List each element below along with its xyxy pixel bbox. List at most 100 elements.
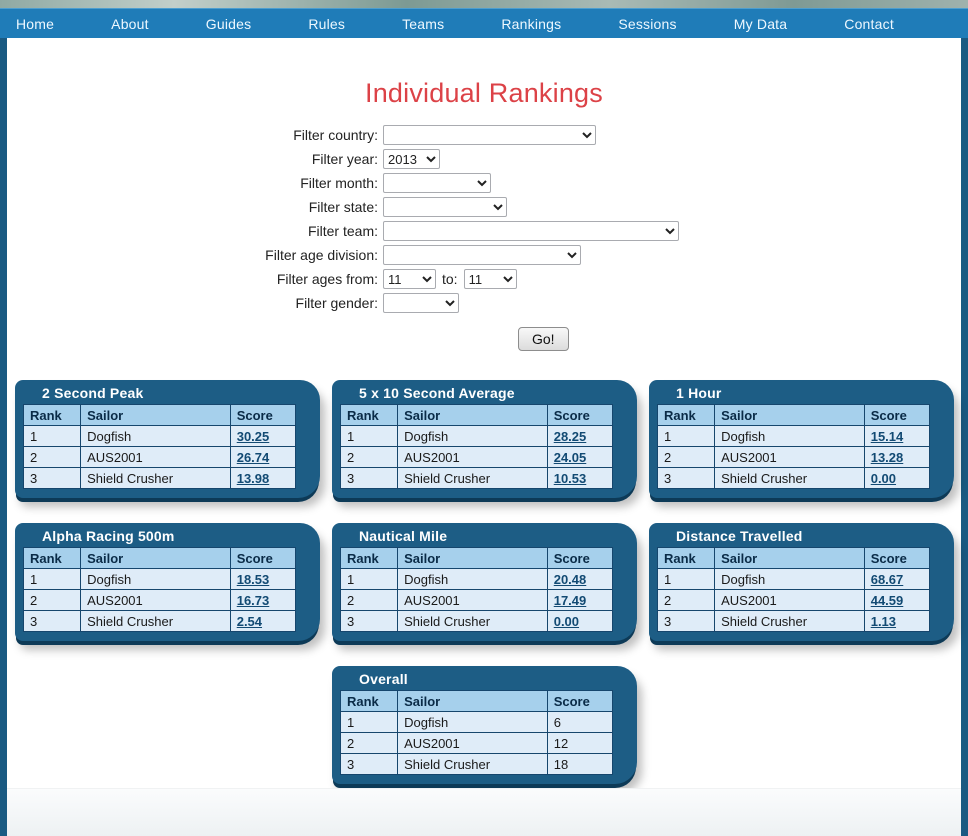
column-header-rank: Rank bbox=[339, 690, 399, 712]
filter-row-month: Filter month: bbox=[7, 171, 961, 195]
filter-row-gender: Filter gender: bbox=[7, 291, 961, 315]
column-header-rank: Rank bbox=[656, 547, 716, 569]
table-row: 1 Dogfish 68.67 bbox=[656, 568, 931, 590]
panel-title: Alpha Racing 500m bbox=[42, 528, 175, 544]
filter-form: Filter country: Filter year: 2013 Filter mo… bbox=[7, 123, 961, 315]
column-header-sailor: Sailor bbox=[397, 690, 548, 712]
filter-row-year: Filter year: 2013 bbox=[7, 147, 961, 171]
page-frame: Individual Rankings Filter country: Filte… bbox=[0, 38, 968, 836]
filter-between-label: to: bbox=[442, 271, 458, 287]
page-title: Individual Rankings bbox=[365, 78, 603, 108]
filter-row-ages: Filter ages from: 11 to: 11 bbox=[7, 267, 961, 291]
score-cell: 2.54 bbox=[229, 610, 297, 632]
panel-title: 5 x 10 Second Average bbox=[359, 385, 515, 401]
sailor-cell: Shield Crusher bbox=[397, 753, 548, 775]
nav-item-sessions[interactable]: Sessions bbox=[618, 15, 677, 32]
go-button[interactable]: Go! bbox=[518, 327, 569, 351]
score-cell: 6 bbox=[546, 711, 614, 733]
nav-item-about[interactable]: About bbox=[111, 15, 149, 32]
sailor-cell: AUS2001 bbox=[714, 446, 865, 468]
filter-label-team: Filter team: bbox=[307, 223, 378, 239]
score-cell: 18 bbox=[546, 753, 614, 775]
score-cell: 12 bbox=[546, 732, 614, 754]
rank-cell: 1 bbox=[656, 568, 716, 590]
filter-select-ages-1[interactable]: 11 bbox=[383, 269, 436, 289]
column-header-sailor: Sailor bbox=[80, 547, 231, 569]
score-link[interactable]: 20.48 bbox=[553, 571, 587, 587]
table-row: 1 Dogfish 6 bbox=[339, 711, 614, 733]
filter-select-ages-2[interactable]: 11 bbox=[463, 269, 517, 289]
nav-item-guides[interactable]: Guides bbox=[205, 15, 252, 32]
score-cell: 68.67 bbox=[863, 568, 931, 590]
nav-item-contact[interactable]: Contact bbox=[844, 15, 894, 32]
score-link[interactable]: 13.28 bbox=[870, 449, 904, 465]
filter-label-gender: Filter gender: bbox=[295, 295, 378, 311]
rank-cell: 3 bbox=[339, 467, 399, 489]
score-link[interactable]: 1.13 bbox=[870, 613, 897, 629]
filter-select-age-division[interactable] bbox=[383, 245, 581, 265]
table-row: 3 Shield Crusher 10.53 bbox=[339, 467, 614, 489]
rank-cell: 3 bbox=[22, 467, 82, 489]
column-header-sailor: Sailor bbox=[397, 547, 548, 569]
nav-item-home[interactable]: Home bbox=[16, 15, 55, 32]
filter-select-month[interactable] bbox=[383, 173, 491, 193]
filter-select-state[interactable] bbox=[383, 197, 507, 217]
column-header-score: Score bbox=[229, 404, 297, 426]
ranking-panel-alpha-racing-500m: Alpha Racing 500m Rank Sailor Score 1 Dogfish… bbox=[15, 523, 320, 641]
panel-title: Nautical Mile bbox=[359, 528, 448, 544]
score-link[interactable]: 26.74 bbox=[236, 449, 270, 465]
nav-item-teams[interactable]: Teams bbox=[402, 15, 445, 32]
score-link[interactable]: 18.53 bbox=[236, 571, 270, 587]
panel-row-3: Overall Rank Sailor Score 1 Dogfish 6 2 AUS2001 1… bbox=[7, 666, 961, 784]
filter-select-year[interactable]: 2013 bbox=[383, 149, 440, 169]
rank-cell: 3 bbox=[22, 610, 82, 632]
score-link[interactable]: 28.25 bbox=[553, 428, 587, 444]
table-row: 3 Shield Crusher 13.98 bbox=[22, 467, 297, 489]
column-header-sailor: Sailor bbox=[80, 404, 231, 426]
score-link[interactable]: 16.73 bbox=[236, 592, 270, 608]
nav-item-rules[interactable]: Rules bbox=[308, 15, 346, 32]
score-link[interactable]: 44.59 bbox=[870, 592, 904, 608]
rank-cell: 2 bbox=[22, 446, 82, 468]
score-link[interactable]: 10.53 bbox=[553, 470, 587, 486]
sailor-cell: Dogfish bbox=[397, 711, 548, 733]
score-link[interactable]: 15.14 bbox=[870, 428, 904, 444]
ranking-table: Rank Sailor Score 1 Dogfish 68.67 2 AUS2001 44.5… bbox=[656, 547, 931, 632]
rank-cell: 2 bbox=[656, 446, 716, 468]
table-row: 2 AUS2001 24.05 bbox=[339, 446, 614, 468]
filter-select-gender[interactable] bbox=[383, 293, 459, 313]
rank-cell: 1 bbox=[339, 568, 399, 590]
score-cell: 10.53 bbox=[546, 467, 614, 489]
sailor-cell: Shield Crusher bbox=[714, 610, 865, 632]
table-row: 2 AUS2001 16.73 bbox=[22, 589, 297, 611]
sailor-cell: Shield Crusher bbox=[397, 467, 548, 489]
ranking-table: Rank Sailor Score 1 Dogfish 18.53 2 AUS2001 16.7… bbox=[22, 547, 297, 632]
score-link[interactable]: 0.00 bbox=[870, 470, 897, 486]
table-row: 3 Shield Crusher 0.00 bbox=[656, 467, 931, 489]
ranking-panel-2-second-peak: 2 Second Peak Rank Sailor Score 1 Dogfish 30.2… bbox=[15, 380, 320, 498]
ranking-panel-distance-travelled: Distance Travelled Rank Sailor Score 1 Dogfis… bbox=[649, 523, 954, 641]
sailor-cell: Shield Crusher bbox=[714, 467, 865, 489]
filter-select-team[interactable] bbox=[383, 221, 679, 241]
rank-cell: 1 bbox=[22, 425, 82, 447]
score-link[interactable]: 13.98 bbox=[236, 470, 270, 486]
column-header-score: Score bbox=[229, 547, 297, 569]
score-link[interactable]: 30.25 bbox=[236, 428, 270, 444]
sailor-cell: AUS2001 bbox=[80, 589, 231, 611]
rank-cell: 1 bbox=[339, 711, 399, 733]
column-header-rank: Rank bbox=[339, 547, 399, 569]
score-link[interactable]: 24.05 bbox=[553, 449, 587, 465]
score-link[interactable]: 17.49 bbox=[553, 592, 587, 608]
panel-row-2: Alpha Racing 500m Rank Sailor Score 1 Dogfish… bbox=[7, 523, 961, 641]
nav-item-my-data[interactable]: My Data bbox=[733, 15, 788, 32]
score-link[interactable]: 68.67 bbox=[870, 571, 904, 587]
score-link[interactable]: 2.54 bbox=[236, 613, 263, 629]
nav-item-rankings[interactable]: Rankings bbox=[501, 15, 562, 32]
score-link[interactable]: 0.00 bbox=[553, 613, 580, 629]
score-cell: 44.59 bbox=[863, 589, 931, 611]
filter-row-team: Filter team: bbox=[7, 219, 961, 243]
filter-select-country[interactable] bbox=[383, 125, 596, 145]
ranking-table: Rank Sailor Score 1 Dogfish 30.25 2 AUS2001 26.7… bbox=[22, 404, 297, 489]
table-row: 1 Dogfish 28.25 bbox=[339, 425, 614, 447]
score-cell: 13.98 bbox=[229, 467, 297, 489]
